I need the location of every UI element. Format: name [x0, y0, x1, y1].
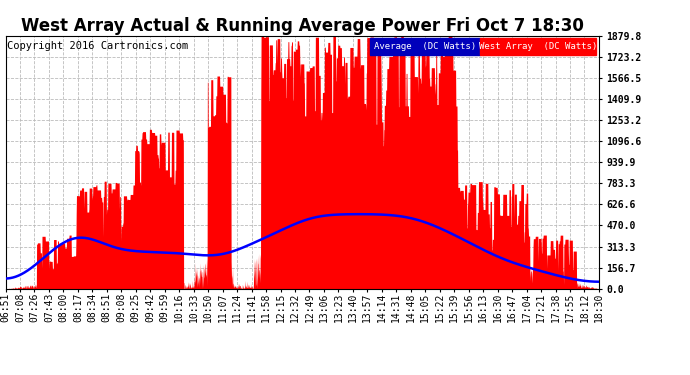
FancyBboxPatch shape: [371, 38, 480, 55]
Text: Copyright 2016 Cartronics.com: Copyright 2016 Cartronics.com: [7, 41, 188, 51]
FancyBboxPatch shape: [480, 38, 596, 55]
Text: West Array  (DC Watts): West Array (DC Watts): [479, 42, 598, 51]
Text: Average  (DC Watts): Average (DC Watts): [374, 42, 476, 51]
Title: West Array Actual & Running Average Power Fri Oct 7 18:30: West Array Actual & Running Average Powe…: [21, 18, 584, 36]
